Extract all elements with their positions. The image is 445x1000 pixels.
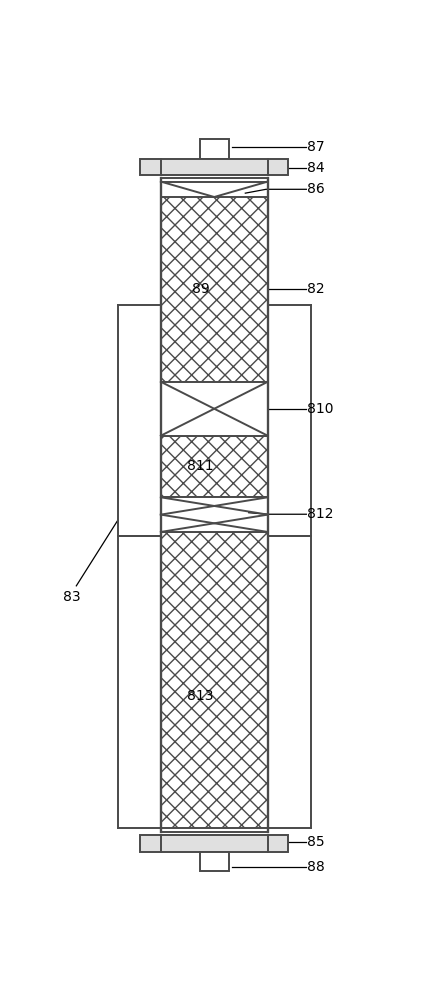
Bar — [140, 158, 288, 175]
Polygon shape — [161, 409, 268, 436]
Text: 810: 810 — [307, 402, 334, 416]
Bar — [200, 139, 229, 158]
Text: 88: 88 — [307, 860, 325, 874]
Text: 86: 86 — [307, 182, 325, 196]
Text: 82: 82 — [307, 282, 325, 296]
Text: 812: 812 — [307, 507, 334, 521]
Bar — [200, 852, 229, 871]
Bar — [161, 532, 268, 828]
Polygon shape — [161, 382, 268, 409]
Polygon shape — [161, 497, 268, 515]
Bar — [140, 835, 288, 852]
Polygon shape — [161, 515, 268, 532]
Text: 83: 83 — [62, 590, 80, 604]
Text: 89: 89 — [192, 282, 209, 296]
Text: 811: 811 — [187, 460, 214, 474]
Bar — [161, 436, 268, 497]
Text: 85: 85 — [307, 835, 325, 849]
Text: 87: 87 — [307, 140, 325, 154]
Text: 84: 84 — [307, 161, 325, 175]
Text: 813: 813 — [187, 689, 214, 703]
Bar — [161, 197, 268, 382]
